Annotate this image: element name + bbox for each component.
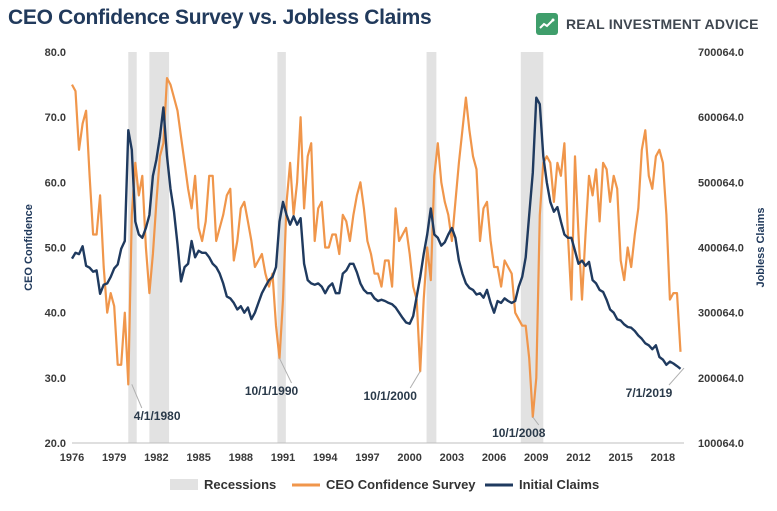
x-tick-label: 1982 [144, 452, 168, 464]
left-tick-label: 30.0 [45, 373, 66, 385]
legend-recession-swatch [170, 479, 198, 490]
annotation-leader [409, 371, 421, 389]
legend-recession-label: Recessions [204, 477, 276, 492]
x-tick-label: 2009 [524, 452, 548, 464]
brand-name: REAL INVESTMENT ADVICE [566, 16, 759, 32]
annotations: 4/1/1980 10/1/1990 10/1/2000 10/1/2008 7/1/2… [131, 358, 685, 440]
x-tick-label: 2006 [482, 452, 506, 464]
x-tick-label: 1979 [102, 452, 126, 464]
recession-band [128, 52, 137, 443]
legend-ceo-label: CEO Confidence Survey [326, 477, 476, 492]
left-tick-label: 80.0 [45, 47, 66, 59]
right-tick-label: 400064.0 [698, 243, 744, 255]
x-tick-label: 1997 [355, 452, 379, 464]
x-tick-label: 1994 [313, 452, 338, 464]
ceo-confidence-line [71, 76, 682, 418]
left-axis-title: CEO Confidence [23, 204, 35, 291]
x-tick-label: 2015 [608, 452, 632, 464]
annotation-label: 10/1/2008 [492, 426, 546, 440]
x-tick-label: 2012 [566, 452, 590, 464]
right-tick-label: 200064.0 [698, 373, 744, 385]
annotation-leader [279, 358, 292, 384]
left-tick-label: 60.0 [45, 177, 66, 189]
brand: REAL INVESTMENT ADVICE [536, 10, 759, 38]
right-tick-label: 300064.0 [698, 308, 744, 320]
recession-band [149, 52, 170, 443]
legend: Recessions CEO Confidence Survey Initial C… [170, 477, 599, 492]
x-tick-label: 2000 [397, 452, 421, 464]
right-tick-label: 100064.0 [698, 438, 744, 450]
right-axis-title: Jobless Claims [755, 207, 767, 287]
x-tick-label: 2003 [440, 452, 464, 464]
left-tick-label: 50.0 [45, 243, 66, 255]
series-lines [70, 76, 682, 418]
left-tick-label: 20.0 [45, 438, 66, 450]
recession-band [277, 52, 286, 443]
x-tick-label: 1976 [60, 452, 84, 464]
annotation-leader [532, 416, 540, 426]
annotation-label: 7/1/2019 [626, 386, 673, 400]
right-tick-label: 600064.0 [698, 112, 744, 124]
right-tick-label: 500064.0 [698, 177, 744, 189]
annotation-leader [668, 367, 685, 386]
annotation-label: 4/1/1980 [134, 409, 181, 423]
left-tick-label: 40.0 [45, 308, 66, 320]
annotation-leader [131, 384, 143, 409]
left-tick-label: 70.0 [45, 112, 66, 124]
chart-box-icon [536, 13, 558, 35]
x-tick-label: 1985 [186, 452, 210, 464]
x-tick-label: 2018 [651, 452, 675, 464]
legend-claims-label: Initial Claims [519, 477, 599, 492]
annotation-label: 10/1/2000 [364, 389, 418, 403]
x-tick-label: 1991 [271, 452, 295, 464]
page-title: CEO Confidence Survey vs. Jobless Claims [8, 6, 432, 29]
x-tick-label: 1988 [229, 452, 253, 464]
right-tick-label: 700064.0 [698, 47, 744, 59]
annotation-label: 10/1/1990 [245, 384, 299, 398]
initial-claims-line [70, 96, 682, 370]
axes: 80.0 70.0 60.0 50.0 40.0 30.0 20.0 700064.0 6000… [23, 47, 767, 464]
